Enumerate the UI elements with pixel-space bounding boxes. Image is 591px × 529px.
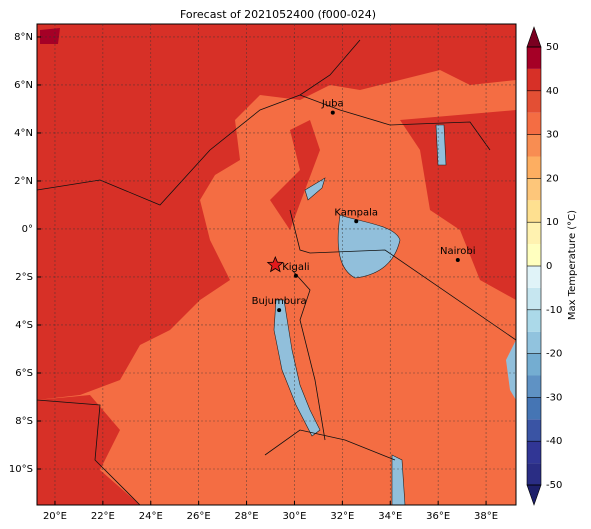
colorbar-bin	[527, 156, 541, 179]
colorbar-under	[526, 484, 542, 506]
map-frame	[36, 23, 517, 506]
colorbar-tick-label: -50	[546, 480, 562, 491]
colorbar-bin	[527, 90, 541, 113]
colorbar-bin	[527, 222, 541, 245]
colorbar-bin	[527, 47, 541, 69]
colorbar-bin	[527, 463, 541, 485]
x-tick-label: 38°E	[474, 511, 498, 522]
y-tick-label: 8°N	[14, 32, 33, 43]
colorbar-tick-label: 20	[546, 173, 559, 184]
colorbar-bin	[527, 309, 541, 332]
city-label: Nairobi	[440, 246, 476, 257]
x-tick-label: 30°E	[282, 511, 306, 522]
colorbar-bin	[527, 244, 541, 266]
city-label: Bujumbura	[252, 296, 307, 307]
colorbar-bin	[527, 331, 541, 354]
colorbar-bin	[527, 441, 541, 464]
city-label: Kampala	[334, 207, 378, 218]
city-label: Kigali	[282, 262, 309, 273]
colorbar-bin	[527, 287, 541, 310]
colorbar-bin	[527, 200, 541, 223]
city-dot	[455, 257, 460, 262]
colorbar-tick-label: 0	[546, 261, 552, 272]
colorbar-bin	[527, 375, 541, 398]
colorbar-bin	[527, 68, 541, 91]
x-tick-label: 26°E	[187, 511, 211, 522]
colorbar-bin	[527, 266, 541, 288]
colorbar-tick-label: -30	[546, 392, 562, 403]
title: Forecast of 2021052400 (f000-024)	[180, 8, 376, 21]
y-tick-label: 2°N	[14, 176, 33, 187]
x-tick-label: 36°E	[426, 511, 450, 522]
colorbar-tick-label: -20	[546, 349, 562, 360]
colorbar-tick-label: 50	[546, 42, 559, 53]
colorbar-tick-label: -10	[546, 305, 562, 316]
colorbar-bin	[527, 419, 541, 442]
x-tick-label: 34°E	[378, 511, 402, 522]
x-tick-label: 32°E	[330, 511, 354, 522]
y-tick-label: 4°N	[14, 128, 33, 139]
y-tick-label: 0°	[22, 224, 33, 235]
colorbar-bin	[527, 112, 541, 135]
city-label: Juba	[321, 99, 344, 110]
temperature-field	[37, 24, 516, 505]
colorbar-label: Max Temperature (°C)	[567, 210, 578, 320]
colorbar-over	[526, 26, 542, 48]
x-tick-label: 20°E	[43, 511, 67, 522]
colorbar-bin	[527, 397, 541, 420]
colorbar-tick-label: -40	[546, 436, 562, 447]
colorbar-tick-label: 10	[546, 217, 559, 228]
colorbar-tick-label: 30	[546, 130, 559, 141]
y-tick-label: 4°S	[15, 320, 33, 331]
y-tick-label: 2°S	[15, 272, 33, 283]
y-tick-label: 10°S	[9, 464, 33, 475]
location-star	[266, 255, 284, 273]
x-tick-label: 28°E	[235, 511, 259, 522]
colorbar-bin	[527, 353, 541, 376]
y-tick-label: 6°N	[14, 80, 33, 91]
city-dot	[293, 273, 298, 278]
colorbar-bin	[527, 134, 541, 157]
colorbar-tick-label: 40	[546, 86, 559, 97]
y-tick-label: 6°S	[15, 368, 33, 379]
city-dot	[277, 308, 282, 313]
y-tick-label: 8°S	[15, 416, 33, 427]
city-dot	[330, 110, 335, 115]
colorbar-bin	[527, 178, 541, 201]
city-dot	[354, 219, 359, 224]
x-tick-label: 24°E	[139, 511, 163, 522]
x-tick-label: 22°E	[91, 511, 115, 522]
